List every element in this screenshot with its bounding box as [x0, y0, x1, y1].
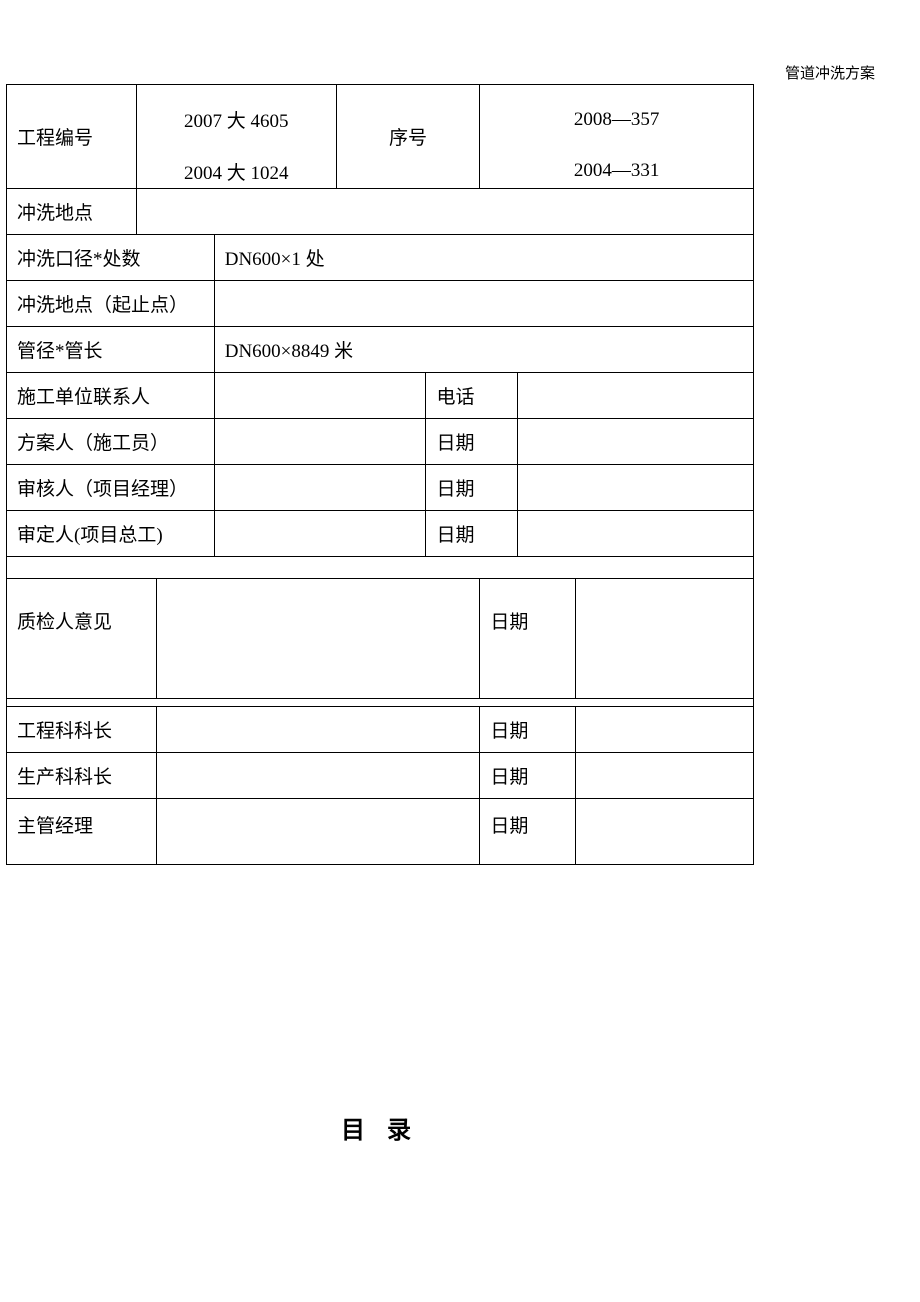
label-prod-chief: 生产科科长	[7, 753, 157, 799]
cell-date-7	[518, 419, 754, 465]
cell-flush-location-range	[214, 281, 753, 327]
label-phone: 电话	[426, 373, 518, 419]
cell-flush-location	[136, 189, 753, 235]
form-table: 工程编号 2007 大 4605 序号 2008—357 2004 大 1024…	[6, 84, 754, 865]
cell-contact-person	[214, 373, 426, 419]
label-date-13: 日期	[480, 799, 576, 865]
label-eng-chief: 工程科科长	[7, 707, 157, 753]
label-review-person: 审核人（项目经理）	[7, 465, 215, 511]
label-date-12: 日期	[480, 753, 576, 799]
cell-pipe-diameter-length: DN600×8849 米	[214, 327, 753, 373]
cell-prod-chief	[156, 753, 480, 799]
cell-seq-2: 2004—331	[480, 155, 754, 189]
cell-qc-opinion	[156, 579, 480, 699]
cell-plan-person	[214, 419, 426, 465]
cell-date-8	[518, 465, 754, 511]
label-project-no: 工程编号	[7, 85, 137, 189]
label-date-8: 日期	[426, 465, 518, 511]
label-manager: 主管经理	[7, 799, 157, 865]
label-flush-location-range: 冲洗地点（起止点）	[7, 281, 215, 327]
spacer	[7, 557, 754, 579]
label-contact-person: 施工单位联系人	[7, 373, 215, 419]
label-qc-opinion: 质检人意见	[7, 579, 157, 699]
label-date-9: 日期	[426, 511, 518, 557]
cell-date-12	[576, 753, 754, 799]
page-header-title: 管道冲洗方案	[785, 62, 875, 83]
cell-seq-1: 2008—357	[480, 85, 754, 155]
label-plan-person: 方案人（施工员）	[7, 419, 215, 465]
cell-project-no-2: 2004 大 1024	[136, 155, 336, 189]
cell-flush-diameter: DN600×1 处	[214, 235, 753, 281]
cell-approve-person	[214, 511, 426, 557]
label-date-10: 日期	[480, 579, 576, 699]
label-flush-location: 冲洗地点	[7, 189, 137, 235]
spacer-2	[7, 699, 754, 707]
cell-date-9	[518, 511, 754, 557]
cell-eng-chief	[156, 707, 480, 753]
label-date-11: 日期	[480, 707, 576, 753]
cell-manager	[156, 799, 480, 865]
cell-date-13	[576, 799, 754, 865]
cell-date-10	[576, 579, 754, 699]
toc-heading: 目 录	[0, 1110, 760, 1145]
label-seq: 序号	[336, 85, 480, 189]
label-date-7: 日期	[426, 419, 518, 465]
cell-review-person	[214, 465, 426, 511]
label-approve-person: 审定人(项目总工)	[7, 511, 215, 557]
label-flush-diameter: 冲洗口径*处数	[7, 235, 215, 281]
cell-project-no-1: 2007 大 4605	[136, 85, 336, 155]
label-pipe-diameter-length: 管径*管长	[7, 327, 215, 373]
cell-date-11	[576, 707, 754, 753]
cell-phone	[518, 373, 754, 419]
